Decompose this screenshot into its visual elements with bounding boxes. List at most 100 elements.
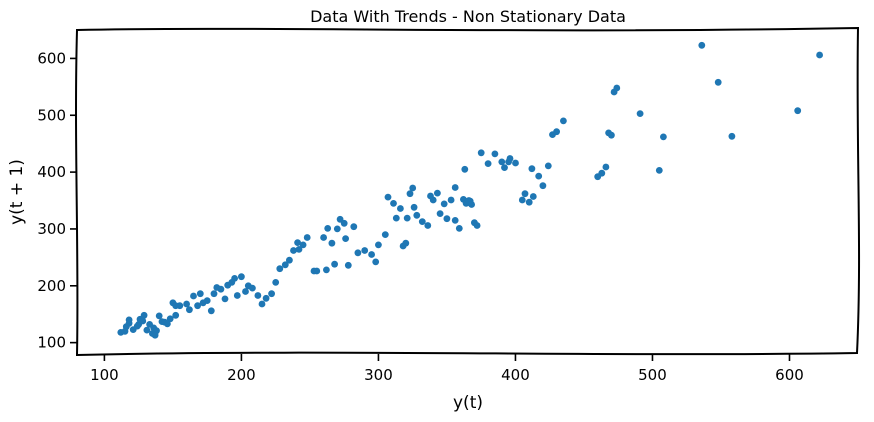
data-point <box>196 290 204 298</box>
x-axis-label: y(t) <box>453 393 483 413</box>
data-point <box>368 251 375 258</box>
data-point <box>290 247 297 254</box>
plot-frame <box>75 26 861 357</box>
data-point <box>286 256 293 264</box>
data-point <box>461 165 469 173</box>
data-point <box>544 162 552 170</box>
data-point <box>272 279 280 286</box>
data-point <box>406 190 414 198</box>
data-point <box>350 223 358 231</box>
data-point <box>238 273 245 281</box>
data-point <box>613 84 621 92</box>
data-point <box>262 294 270 302</box>
data-point <box>320 234 327 241</box>
data-point <box>354 249 362 257</box>
data-point <box>521 190 529 198</box>
y-tick-label: 600 <box>37 49 66 67</box>
data-point <box>410 203 418 211</box>
y-axis-label: y(t + 1) <box>7 159 27 225</box>
data-point <box>451 217 459 224</box>
data-point <box>451 184 459 191</box>
data-point <box>447 196 455 204</box>
data-point <box>295 246 303 253</box>
data-point <box>535 172 543 180</box>
data-point <box>660 133 667 141</box>
y-axis-ticks: 100 200 300 400 500 600 <box>37 49 77 352</box>
data-point <box>525 198 533 206</box>
data-point <box>397 205 404 212</box>
data-point <box>228 279 236 286</box>
data-point <box>505 158 512 166</box>
data-point <box>190 292 197 300</box>
data-point <box>172 311 180 319</box>
data-point <box>299 241 307 249</box>
data-point <box>372 258 380 266</box>
data-point <box>529 193 537 200</box>
chart-title: Data With Trends - Non Stationary Data <box>310 7 626 26</box>
data-point <box>518 196 526 204</box>
data-point <box>139 317 147 325</box>
x-tick-label: 500 <box>638 366 667 384</box>
data-point <box>186 306 193 314</box>
data-point <box>392 214 400 222</box>
data-point <box>258 300 266 308</box>
x-tick-label: 100 <box>90 366 119 384</box>
data-point <box>381 231 389 239</box>
data-point <box>164 320 171 328</box>
data-point <box>436 210 444 218</box>
data-point <box>714 78 722 86</box>
data-point <box>512 159 519 167</box>
data-point <box>242 288 249 295</box>
data-point <box>254 292 262 299</box>
data-point <box>553 128 560 136</box>
data-point <box>455 225 463 232</box>
data-point <box>608 131 615 139</box>
data-point <box>484 160 492 168</box>
data-point <box>344 261 352 269</box>
data-point <box>361 247 369 254</box>
data-point <box>560 117 567 125</box>
data-point <box>409 184 417 192</box>
data-point <box>434 189 441 197</box>
data-point <box>140 311 148 319</box>
x-tick-label: 600 <box>775 366 804 384</box>
data-point <box>221 295 229 303</box>
data-point <box>324 225 332 232</box>
data-point <box>340 219 348 227</box>
data-point <box>207 307 215 315</box>
data-point <box>276 265 284 273</box>
data-point <box>133 322 141 330</box>
data-point <box>328 239 336 247</box>
scatter-points <box>117 41 823 339</box>
data-point <box>655 167 663 174</box>
data-point <box>384 193 392 201</box>
data-point <box>294 239 301 247</box>
data-point <box>636 110 644 117</box>
data-point <box>281 261 289 269</box>
data-point <box>172 302 180 310</box>
data-point <box>491 150 499 158</box>
data-point <box>443 215 451 223</box>
data-point <box>342 235 349 243</box>
data-point <box>794 107 802 115</box>
y-tick-label: 500 <box>37 106 66 124</box>
data-point <box>598 169 606 177</box>
data-point <box>498 158 506 166</box>
x-tick-label: 400 <box>501 366 530 384</box>
data-point <box>303 234 311 241</box>
data-point <box>375 241 382 249</box>
data-point <box>203 297 211 304</box>
data-point <box>268 290 275 298</box>
data-point <box>249 284 256 292</box>
data-point <box>477 149 485 157</box>
data-point <box>413 211 421 219</box>
data-point <box>424 222 432 229</box>
data-point <box>143 326 151 334</box>
data-point <box>816 51 823 59</box>
data-point <box>539 182 547 190</box>
data-point <box>125 316 133 324</box>
data-point <box>427 192 434 200</box>
data-point <box>331 260 338 268</box>
